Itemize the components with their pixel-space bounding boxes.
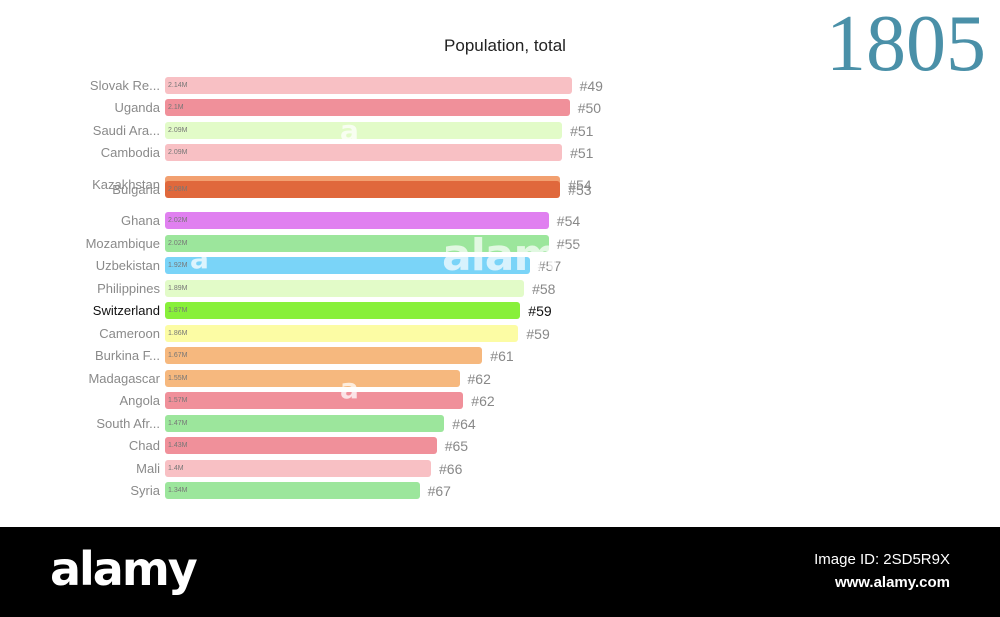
rank-label: #53 <box>568 182 592 198</box>
bar <box>165 144 563 161</box>
bar <box>165 325 519 342</box>
bar <box>165 235 549 252</box>
country-label: Syria <box>130 483 160 498</box>
value-label: 1.4M <box>168 465 184 472</box>
country-label: Switzerland <box>92 303 160 318</box>
watermark-center: alamy <box>442 230 587 281</box>
value-label: 1.87M <box>168 307 188 314</box>
rank-label: #67 <box>427 483 451 499</box>
rank-label: #59 <box>526 326 550 342</box>
country-label: Chad <box>128 438 160 453</box>
value-label: 2.08M <box>168 186 188 193</box>
rank-label: #59 <box>528 303 552 319</box>
footer-bar: alamy Image ID: 2SD5R9X www.alamy.com <box>0 527 1000 617</box>
value-label: 2.09M <box>168 149 188 156</box>
watermark-letter: a <box>340 372 359 405</box>
country-label: Saudi Ara... <box>92 123 160 138</box>
value-label: 1.57M <box>168 397 188 404</box>
country-label: Angola <box>119 393 160 408</box>
country-label: Burkina F... <box>94 348 160 363</box>
rank-label: #50 <box>577 100 602 116</box>
country-label: Slovak Re... <box>89 78 160 93</box>
bar <box>165 181 561 198</box>
value-label: 1.43M <box>168 442 188 449</box>
country-label: Uganda <box>114 100 160 115</box>
bar <box>165 460 431 477</box>
bar <box>165 99 570 116</box>
rank-label: #66 <box>439 461 463 477</box>
image-id: Image ID: 2SD5R9X <box>814 551 950 568</box>
country-label: Ghana <box>120 213 160 228</box>
bar <box>165 280 525 297</box>
value-label: 2.09M <box>168 127 188 134</box>
chart-title: Population, total <box>444 36 566 55</box>
value-label: 2.14M <box>168 82 188 89</box>
country-label: South Afr... <box>96 416 160 431</box>
rank-label: #57 <box>537 258 562 274</box>
bar <box>165 347 483 364</box>
country-label: Bulgaria <box>112 182 160 197</box>
country-label: Mali <box>136 461 160 476</box>
bar <box>165 212 549 229</box>
value-label: 1.55M <box>168 375 188 382</box>
rank-label: #62 <box>467 371 491 387</box>
watermark-letter: a <box>340 114 359 147</box>
alamy-logo: alamy <box>50 542 198 596</box>
site-url: www.alamy.com <box>834 574 950 591</box>
rank-label: #62 <box>471 393 495 409</box>
rank-label: #55 <box>556 236 581 252</box>
bar <box>165 415 445 432</box>
rank-label: #51 <box>570 123 594 139</box>
rank-label: #64 <box>452 416 476 432</box>
value-label: 1.86M <box>168 330 188 337</box>
bar <box>165 257 530 274</box>
country-label: Philippines <box>97 281 160 296</box>
value-label: 1.92M <box>168 262 188 269</box>
country-label: Mozambique <box>85 236 160 251</box>
rank-label: #54 <box>568 177 592 193</box>
value-label: 1.34M <box>168 487 188 494</box>
value-label: 2.02M <box>168 240 188 247</box>
value-label: 1.47M <box>168 420 188 427</box>
rank-label: #54 <box>556 213 581 229</box>
year-label: 1805 <box>826 0 986 88</box>
rank-label: #58 <box>532 281 556 297</box>
bar-chart: Slovak Re... 2.14M #49 Uganda 2.1M #50 Saudi A… <box>85 77 603 499</box>
country-label: Cambodia <box>100 145 160 160</box>
bar <box>165 482 420 499</box>
rank-label: #65 <box>444 438 469 454</box>
rank-label: #61 <box>490 348 514 364</box>
chart-area: Population, total 1805 Slovak Re... 2.14M… <box>85 0 986 499</box>
value-label: 1.67M <box>168 352 188 359</box>
rank-label: #51 <box>570 145 594 161</box>
bar <box>165 122 563 139</box>
country-label: Madagascar <box>88 371 160 386</box>
value-label: 2.1M <box>168 104 184 111</box>
country-label: Kazakhstan <box>92 177 160 192</box>
bar <box>165 370 460 387</box>
country-label: Cameroon <box>99 326 160 341</box>
bar <box>165 437 437 454</box>
bar <box>165 302 521 319</box>
country-label: Uzbekistan <box>95 258 160 273</box>
value-label: 2.02M <box>168 217 188 224</box>
bar <box>165 77 572 94</box>
bar <box>165 392 464 409</box>
watermark-letter: a <box>190 242 209 275</box>
rank-label: #49 <box>579 78 603 94</box>
value-label: 1.89M <box>168 285 188 292</box>
